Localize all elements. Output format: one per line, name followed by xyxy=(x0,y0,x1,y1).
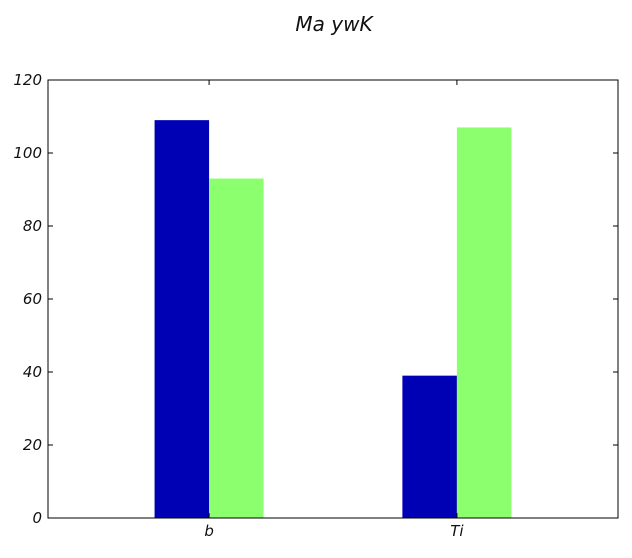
chart-title: Ma ywK xyxy=(295,12,374,36)
bar-ti-series-2 xyxy=(456,127,512,518)
y-tick-label-0: 0 xyxy=(32,509,42,527)
bar-ti-series-1 xyxy=(402,375,457,518)
y-tick-label-120: 120 xyxy=(13,71,42,89)
bar-b-series-1 xyxy=(154,120,210,519)
axes-layer: 0 20 40 60 80 100 120 b Ti xyxy=(13,71,619,540)
x-tick-label-b: b xyxy=(204,522,214,540)
y-tick-label-100: 100 xyxy=(13,144,42,162)
x-tick-label-ti: Ti xyxy=(450,522,464,540)
y-tick-label-20: 20 xyxy=(23,436,42,454)
plot-frame xyxy=(47,79,619,519)
y-tick-label-60: 60 xyxy=(23,290,42,308)
bar-b-series-2 xyxy=(209,178,264,519)
bars-layer xyxy=(154,120,512,519)
y-tick-label-80: 80 xyxy=(23,217,42,235)
y-tick-label-40: 40 xyxy=(23,363,42,381)
